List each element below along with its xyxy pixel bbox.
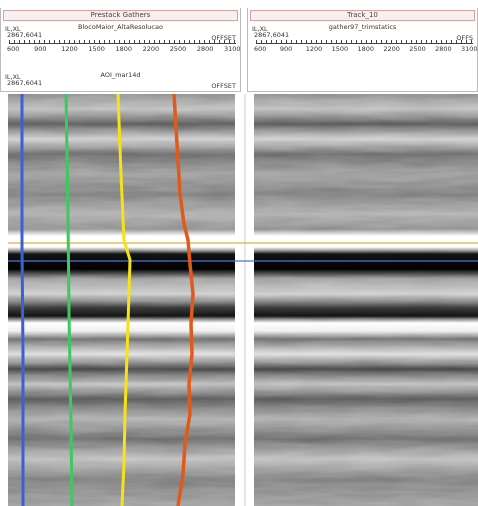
tick-label: 2200 (383, 46, 400, 53)
gather-texture (254, 94, 478, 506)
tick-label: 2800 (435, 46, 452, 53)
axis-ruler (9, 40, 236, 44)
tick-label: 1800 (358, 46, 375, 53)
track-title: Prestack Gathers (3, 10, 238, 21)
gather-name: BlocoMaior_AltaResolucao (1, 24, 240, 31)
tick-label: 900 (280, 46, 292, 53)
track-title: Track_10 (250, 10, 475, 21)
tick-label: 1500 (88, 46, 105, 53)
key-value: 2867,6041 (7, 32, 42, 39)
tick-label: 3100 (461, 46, 478, 53)
key-value: 2867,6041 (7, 80, 42, 87)
log-curve (22, 94, 23, 506)
screen: Prestack GathersIL,XL2867,6041BlocoMaior… (0, 0, 478, 506)
tick-label: 2200 (143, 46, 160, 53)
axis-ruler (256, 40, 473, 44)
gather-name: gather97_trimstatics (248, 24, 477, 31)
tick-label: 900 (34, 46, 46, 53)
gather-name: AOI_mar14d (1, 72, 240, 79)
tick-label: 2500 (170, 46, 187, 53)
tick-label: 1500 (332, 46, 349, 53)
tick-label: 600 (7, 46, 19, 53)
axis-ruler (5, 88, 236, 92)
tick-label: 1200 (61, 46, 78, 53)
key-value: 2867,6041 (254, 32, 289, 39)
tick-label: 1200 (306, 46, 323, 53)
tick-label: 3100 (224, 46, 241, 53)
seismic-view (0, 94, 478, 506)
tick-label: 2500 (409, 46, 426, 53)
tick-label: 2800 (197, 46, 214, 53)
tick-label: 600 (254, 46, 266, 53)
tick-label: 1800 (116, 46, 133, 53)
